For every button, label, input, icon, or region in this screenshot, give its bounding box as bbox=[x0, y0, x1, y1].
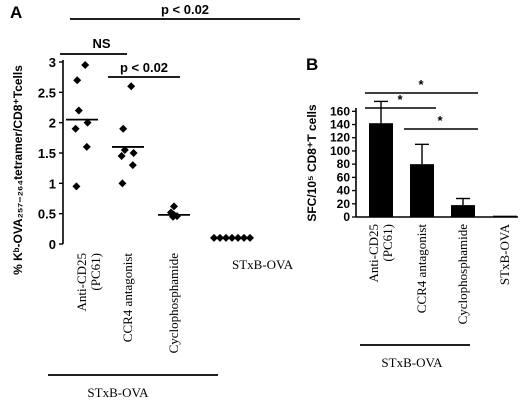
panel-b-ytick-label: 100 bbox=[330, 144, 350, 158]
panel-a-data-point bbox=[118, 179, 127, 188]
panel-a-data-point bbox=[170, 202, 178, 211]
panel-a-data-point bbox=[127, 82, 136, 91]
panel-a-category-label: Cyclophosphamide bbox=[166, 253, 181, 354]
panel-b-category-label: Anti-CD25 bbox=[366, 224, 381, 283]
panel-b-significance-label: * bbox=[418, 77, 424, 92]
panel-b-bar bbox=[369, 123, 393, 217]
panel-b-category-label: CCR4 antagonist bbox=[414, 224, 429, 314]
panel-b-category-label: STxB-OVA bbox=[497, 223, 512, 285]
panel-a-data-point bbox=[210, 233, 218, 242]
panel-a-y-axis-label: % Kᵇ-OVA₂₅₇₋₂₆₄tetramer/CD8⁺Tcells bbox=[11, 65, 25, 275]
panel-a-ytick-label: 0 bbox=[49, 237, 56, 252]
panel-a-category-label: Anti-CD25 bbox=[74, 253, 89, 312]
panel-a-ytick-label: 1 bbox=[49, 176, 56, 191]
panel-a-category-label: CCR4 antagonist bbox=[120, 253, 135, 343]
panel-a-data-point bbox=[240, 233, 248, 242]
panel-a-data-point bbox=[81, 61, 90, 70]
panel-b-letter: B bbox=[306, 55, 318, 74]
panel-b-ytick-label: 0 bbox=[343, 210, 350, 224]
panel-b-ytick-label: 20 bbox=[337, 197, 351, 211]
panel-b-ytick-label: 120 bbox=[330, 131, 350, 145]
panel-b-significance-label: * bbox=[437, 113, 443, 128]
panel-a-data-point bbox=[82, 142, 91, 151]
panel-a-data-point bbox=[228, 233, 236, 242]
panel-b-ytick-label: 160 bbox=[330, 104, 350, 118]
panel-a-significance-label: p < 0.02 bbox=[161, 2, 209, 17]
panel-a-letter: A bbox=[10, 3, 22, 22]
panel-b-bar bbox=[410, 164, 434, 217]
panel-a-data-point bbox=[216, 233, 224, 242]
panel-a-data-point bbox=[73, 76, 82, 85]
panel-b-ytick-label: 40 bbox=[337, 184, 351, 198]
panel-a-category-sublabel: (PC61) bbox=[88, 253, 103, 291]
panel-b-group-label: STxB-OVA bbox=[381, 355, 443, 370]
panel-a-significance-label: NS bbox=[92, 36, 110, 51]
panel-a-chart: 0 0.5 1 1.5 2 2.5 3 % Kᵇ-OVA₂₅₇₋₂₆₄tetramer/CD8… bbox=[11, 2, 300, 400]
panel-a-data-point bbox=[234, 233, 242, 242]
panel-a-data-point bbox=[129, 149, 138, 157]
panel-a-data-point bbox=[83, 118, 92, 127]
panel-a-ytick-label: 0.5 bbox=[38, 207, 56, 222]
panel-b-y-axis-label: SFC/10⁵ CD8⁺T cells bbox=[305, 104, 319, 222]
panel-a-ytick-label: 2 bbox=[49, 116, 56, 131]
panel-a-ytick-label: 3 bbox=[49, 55, 56, 70]
panel-a-data-point bbox=[72, 182, 81, 191]
panel-b-bar bbox=[493, 215, 517, 218]
panel-a-data-point bbox=[71, 124, 80, 133]
panel-a-data-point bbox=[74, 106, 83, 115]
panel-a-data-point bbox=[120, 145, 129, 154]
panel-b-significance-label: * bbox=[397, 92, 403, 107]
panel-b-category-label: Cyclophosphamide bbox=[455, 224, 470, 325]
panel-a-group-label: STxB-OVA bbox=[87, 385, 149, 400]
panel-a-data-point bbox=[246, 233, 254, 242]
panel-a-ytick-label: 1.5 bbox=[38, 146, 56, 161]
panel-a-data-point bbox=[117, 152, 126, 161]
panel-b-ytick-label: 80 bbox=[337, 157, 351, 171]
panel-a-category-label: STxB-OVA bbox=[232, 257, 294, 272]
panel-a-data-point bbox=[128, 161, 137, 170]
panel-a-ytick-label: 2.5 bbox=[38, 85, 56, 100]
panel-a-data-point bbox=[222, 233, 230, 242]
panel-b-bar bbox=[451, 205, 475, 217]
panel-b-ytick-label: 140 bbox=[330, 118, 350, 132]
panel-b-category-sublabel: (PC61) bbox=[380, 224, 395, 262]
panel-b-ytick-label: 60 bbox=[337, 170, 351, 184]
panel-a-data-point bbox=[119, 124, 128, 133]
panel-a-significance-label: p < 0.02 bbox=[120, 60, 168, 75]
